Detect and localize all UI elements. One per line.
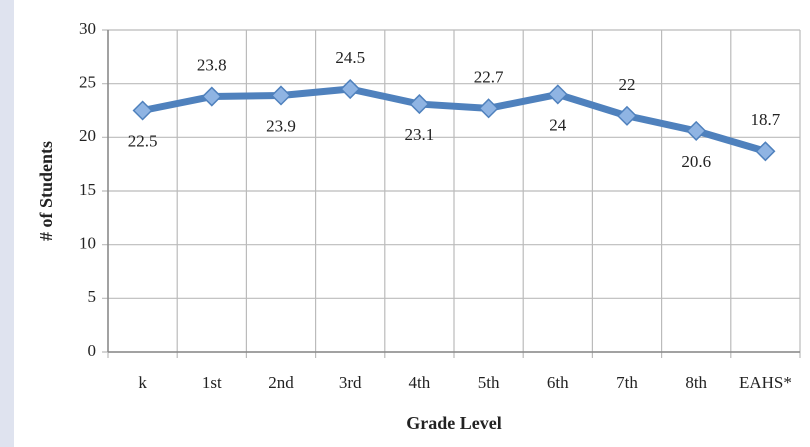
- x-tick-label: 6th: [547, 373, 569, 392]
- y-axis-title: # of Students: [36, 141, 56, 241]
- data-label: 23.1: [405, 125, 435, 144]
- y-tick-label: 30: [79, 19, 96, 38]
- data-label: 22.5: [128, 131, 158, 150]
- series-line: [141, 85, 767, 155]
- data-label: 24.5: [335, 48, 365, 67]
- y-tick-label: 10: [79, 234, 96, 253]
- data-point: [686, 120, 707, 141]
- x-tick-label: EAHS*: [739, 373, 792, 392]
- data-label: 22: [619, 75, 636, 94]
- x-axis-title: Grade Level: [406, 413, 501, 433]
- y-tick-label: 5: [88, 287, 97, 306]
- x-tick-label: 7th: [616, 373, 638, 392]
- data-point: [478, 98, 499, 119]
- data-label: 24: [549, 115, 567, 134]
- data-label: 23.9: [266, 116, 296, 135]
- data-label: 20.6: [681, 152, 711, 171]
- data-point: [270, 85, 292, 106]
- data-label: 23.8: [197, 55, 227, 74]
- y-tick-label: 25: [79, 73, 96, 92]
- data-point: [132, 100, 153, 121]
- x-tick-label: 5th: [478, 373, 500, 392]
- data-point: [340, 78, 361, 100]
- x-tick-label: 8th: [685, 373, 707, 392]
- x-tick-label: 1st: [202, 373, 222, 392]
- data-point: [547, 84, 568, 105]
- y-tick-label: 15: [79, 180, 96, 199]
- side-strip: [0, 0, 14, 447]
- data-point: [409, 93, 430, 115]
- y-tick-label: 20: [79, 126, 96, 145]
- x-tick-label: 2nd: [268, 373, 294, 392]
- x-tick-label: 3rd: [339, 373, 362, 392]
- data-point: [201, 86, 222, 107]
- x-tick-label: 4th: [409, 373, 431, 392]
- data-point: [616, 105, 638, 126]
- y-tick-label: 0: [88, 341, 97, 360]
- data-label: 18.7: [751, 110, 781, 129]
- data-point: [755, 141, 776, 162]
- x-tick-label: k: [138, 373, 147, 392]
- data-label: 22.7: [474, 67, 504, 86]
